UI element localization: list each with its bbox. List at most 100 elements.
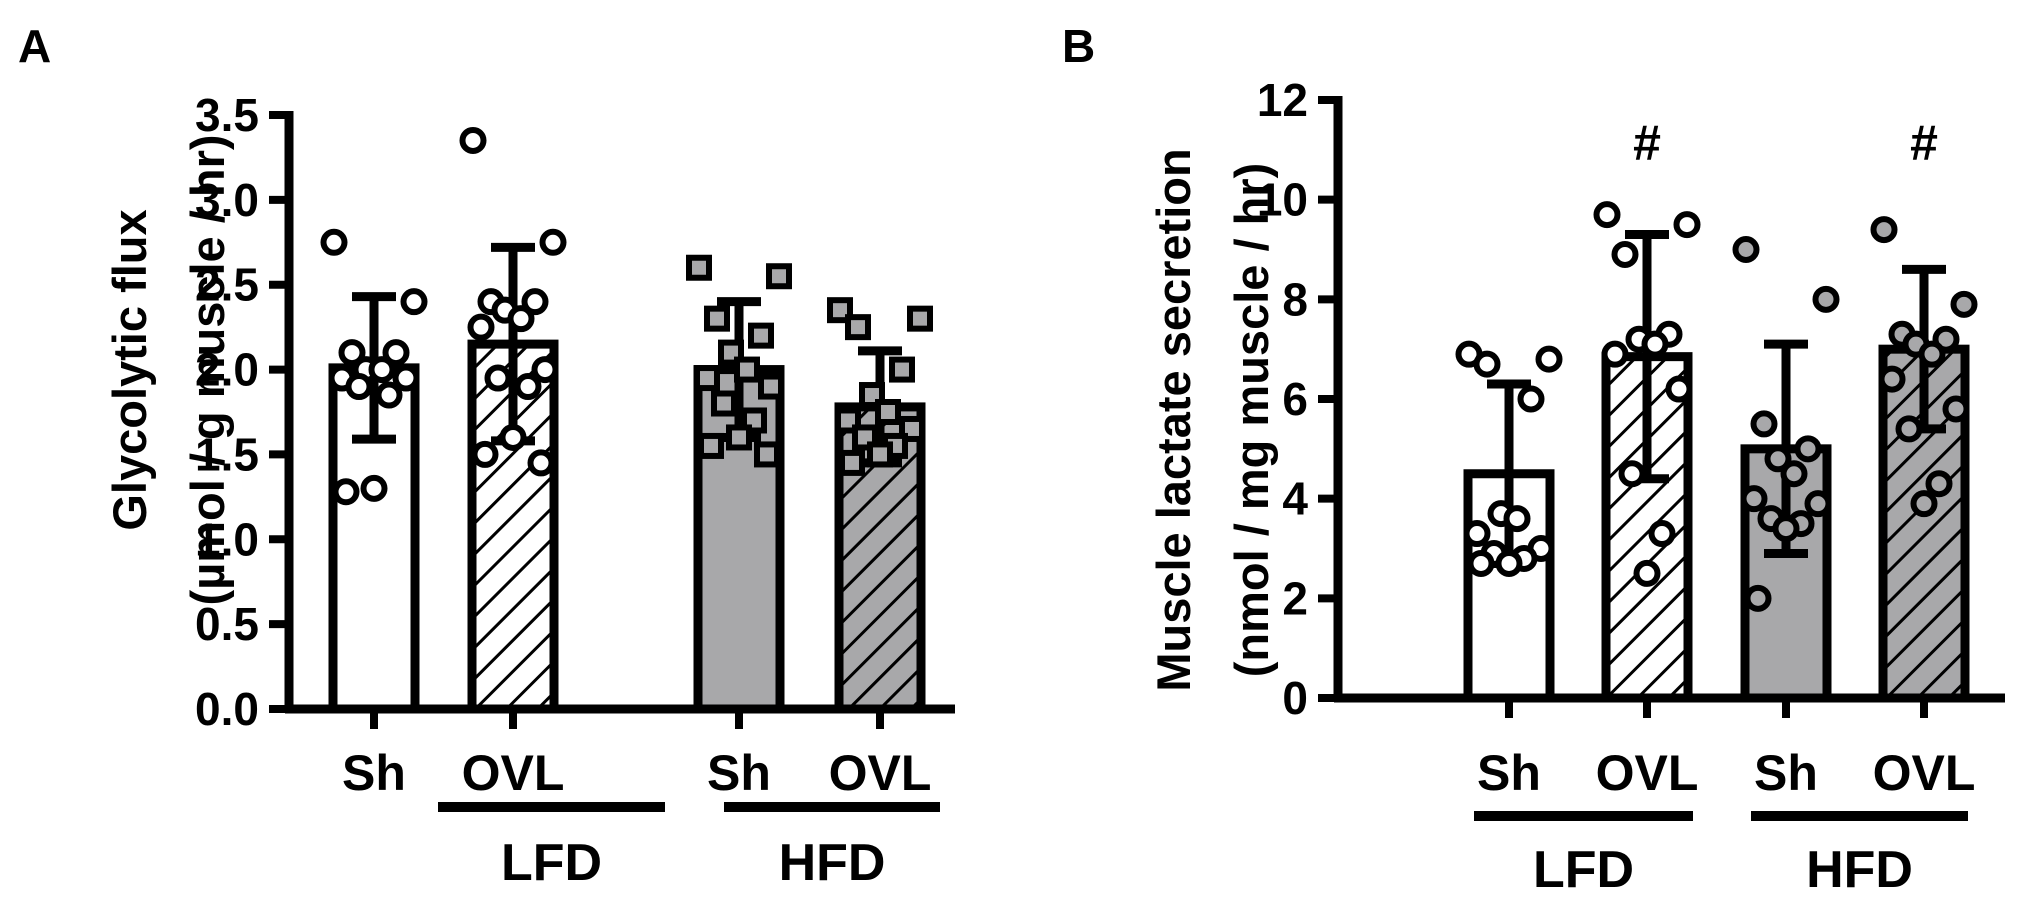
data-point <box>1601 340 1629 368</box>
data-point <box>527 449 555 477</box>
data-point <box>1812 285 1840 313</box>
data-point <box>507 305 535 333</box>
data-point <box>1673 211 1701 239</box>
data-point <box>392 364 420 392</box>
panel-letter-b: B <box>1062 20 1095 72</box>
data-point <box>1665 375 1693 403</box>
data-point <box>484 364 512 392</box>
data-point <box>345 373 373 401</box>
data-point <box>1535 345 1563 373</box>
data-point <box>694 365 720 392</box>
data-point <box>467 313 495 341</box>
y-tick-label: 0.0 <box>195 683 259 735</box>
data-point <box>368 356 396 384</box>
data-point <box>332 478 360 506</box>
data-point <box>1794 435 1822 463</box>
data-point <box>1618 460 1646 488</box>
category-label: OVL <box>462 745 565 801</box>
y-axis-units-b: (nmol / mg muscle / hr) <box>1225 163 1278 677</box>
data-point <box>1467 549 1495 577</box>
data-point <box>1878 365 1906 393</box>
data-point <box>1870 216 1898 244</box>
y-tick-label: 8 <box>1282 273 1308 325</box>
data-point <box>1764 445 1792 473</box>
y-tick-label: 0 <box>1282 672 1308 724</box>
data-point <box>1503 505 1531 533</box>
group-label-lfd: LFD <box>1533 841 1634 899</box>
data-point <box>1648 520 1676 548</box>
data-point <box>845 314 871 341</box>
data-point <box>1495 549 1523 577</box>
category-label: OVL <box>1596 745 1699 801</box>
data-point <box>867 441 893 468</box>
y-tick-label: 3.0 <box>195 174 259 226</box>
data-point <box>726 424 752 451</box>
data-point <box>1950 290 1978 318</box>
data-point <box>539 228 567 256</box>
category-label: Sh <box>1477 745 1541 801</box>
y-tick-label: 3.5 <box>195 89 259 141</box>
category-label: Sh <box>707 745 771 801</box>
category-label: OVL <box>1873 745 1976 801</box>
panel-b: B Muscle lactate secretion (nmol / mg mu… <box>1062 20 2005 899</box>
data-point <box>758 373 784 400</box>
y-axis-title-b: Muscle lactate secretion <box>1147 148 1200 691</box>
data-point <box>1772 515 1800 543</box>
y-tick-label: 2.5 <box>195 259 259 311</box>
y-tick-label: 6 <box>1282 373 1308 425</box>
data-point <box>766 263 792 290</box>
data-point <box>1593 201 1621 229</box>
data-point <box>1473 350 1501 378</box>
data-point <box>1641 330 1669 358</box>
y-tick-label: 2.0 <box>195 344 259 396</box>
group-label-hfd: HFD <box>779 834 886 892</box>
data-point <box>1744 584 1772 612</box>
y-axis-units-a: (µmol / g muscle / hr) <box>181 134 234 605</box>
data-point <box>400 288 428 316</box>
data-point <box>1750 410 1778 438</box>
data-point <box>875 399 901 425</box>
group-label-lfd: LFD <box>501 834 602 892</box>
data-point <box>686 254 712 281</box>
data-point <box>338 339 366 367</box>
data-point <box>1910 490 1938 518</box>
data-point <box>360 474 388 502</box>
data-point <box>1740 485 1768 513</box>
data-point <box>1517 385 1545 413</box>
data-point <box>748 322 774 349</box>
y-tick-label: 12 <box>1257 74 1308 126</box>
data-point <box>1780 460 1808 488</box>
data-point <box>499 423 527 451</box>
category-label: Sh <box>1754 745 1818 801</box>
data-point <box>1611 240 1639 268</box>
data-point <box>839 449 865 476</box>
significance-marker: # <box>1910 115 1938 171</box>
y-tick-label: 1.5 <box>195 428 259 480</box>
y-tick-label: 10 <box>1257 174 1308 226</box>
data-point <box>1925 470 1953 498</box>
data-point <box>1463 520 1491 548</box>
plot-area-b: 0 2 4 6 8 10 12 # # <box>1257 74 2005 821</box>
y-tick-label: 2 <box>1282 572 1308 624</box>
data-point <box>907 305 933 332</box>
data-point <box>471 440 499 468</box>
data-point <box>889 356 915 383</box>
group-label-hfd: HFD <box>1806 841 1913 899</box>
category-label: OVL <box>829 745 932 801</box>
data-point <box>459 126 487 154</box>
data-point <box>1633 559 1661 587</box>
data-point <box>531 356 559 384</box>
data-point <box>1895 415 1923 443</box>
data-point <box>754 441 780 468</box>
data-point <box>521 288 549 316</box>
data-point <box>704 305 730 332</box>
data-point <box>1942 395 1970 423</box>
y-tick-label: 0.5 <box>195 598 259 650</box>
data-point <box>1804 490 1832 518</box>
data-point <box>734 356 760 383</box>
plot-area-a: 0.0 0.5 1.0 1.5 2.0 2.5 3.0 3.5 <box>195 89 955 812</box>
data-point <box>711 390 737 417</box>
data-point <box>375 381 403 409</box>
data-point <box>698 432 724 459</box>
